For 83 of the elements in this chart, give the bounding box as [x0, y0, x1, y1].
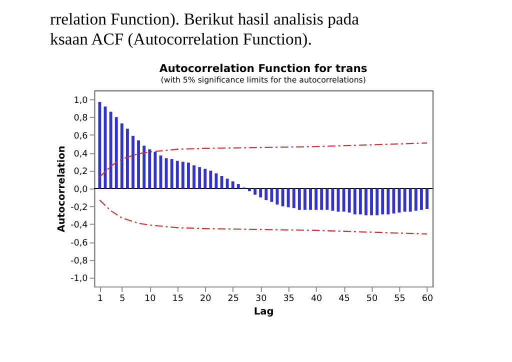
bar	[137, 140, 140, 188]
bar	[420, 188, 423, 210]
text: ksaan ACF (Autocorrelation Function).	[50, 29, 312, 48]
bar	[259, 188, 262, 198]
line-series	[99, 199, 428, 235]
chart-title: Autocorrelation Function for trans	[159, 62, 368, 75]
x-tick-label: 30	[255, 294, 268, 304]
bar	[381, 188, 384, 214]
x-tick-label: 5	[120, 294, 126, 304]
x-tick-label: 25	[228, 294, 239, 304]
y-tick-label: 0,8	[74, 114, 88, 124]
y-axis-title: Autocorrelation	[56, 146, 68, 232]
bar	[348, 188, 351, 213]
y-tick-label: -1,0	[70, 274, 88, 284]
bar	[426, 188, 428, 209]
bar	[342, 188, 346, 212]
y-tick-label: -0,6	[70, 238, 88, 248]
bar	[403, 188, 406, 212]
chart-subtitle: (with 5% significance limits for the autocorrelations)	[160, 76, 366, 85]
x-tick-label: 20	[200, 294, 212, 304]
y-tick-label: 0,6	[74, 131, 88, 142]
x-tick-label: 35	[283, 294, 294, 304]
bar	[370, 188, 373, 216]
bar	[309, 188, 312, 210]
bar	[264, 188, 268, 200]
line-series	[99, 142, 428, 178]
y-tick-label: -0,8	[70, 256, 88, 266]
x-tick-label: 45	[338, 294, 350, 304]
bar	[303, 188, 306, 210]
y-tick-label: 1,0	[74, 96, 88, 106]
bar	[298, 188, 301, 210]
bar	[114, 117, 118, 188]
text: rrelation Function). Berikut hasil analisis pada	[50, 10, 360, 29]
x-tick-label: 1	[97, 294, 104, 304]
bar	[126, 128, 129, 188]
bar	[353, 188, 356, 214]
bar	[204, 168, 207, 188]
bar	[408, 188, 412, 212]
x-tick-label: 60	[422, 294, 434, 304]
bar	[376, 188, 379, 216]
bar	[320, 188, 324, 210]
bar	[331, 188, 334, 211]
bar	[254, 188, 257, 195]
y-tick-label: 0,2	[74, 167, 88, 178]
bar	[386, 188, 390, 214]
bar	[364, 188, 368, 216]
bar	[176, 160, 179, 188]
bar	[109, 112, 112, 188]
bar	[231, 181, 234, 188]
bar	[192, 165, 196, 188]
bar	[314, 188, 318, 210]
bar	[181, 162, 184, 188]
bar	[142, 146, 146, 188]
y-tick-label: -0,4	[70, 220, 88, 231]
bar	[148, 149, 152, 188]
x-tick-label: 10	[144, 294, 156, 304]
x-axis-title: Lag	[254, 306, 274, 318]
bar	[170, 159, 174, 188]
bar	[286, 188, 290, 208]
bar	[214, 173, 218, 188]
bar	[248, 188, 251, 192]
bar	[414, 188, 418, 211]
bar	[392, 188, 396, 214]
y-tick-label: 0,0	[74, 184, 88, 195]
y-tick-label: 0,4	[74, 149, 88, 160]
bar	[198, 167, 202, 188]
bar	[186, 162, 190, 188]
bar	[358, 188, 362, 214]
bar	[98, 102, 102, 188]
bar	[236, 184, 240, 188]
x-tick-label: 50	[366, 294, 378, 304]
bar	[120, 123, 124, 188]
bar	[209, 170, 212, 188]
bar	[132, 136, 134, 188]
bar	[326, 188, 329, 210]
bar	[292, 188, 296, 208]
x-tick-label: 55	[394, 294, 406, 304]
x-tick-label: 15	[172, 294, 184, 304]
x-tick-label: 40	[310, 294, 323, 304]
bar	[270, 188, 274, 202]
bar	[154, 152, 157, 188]
y-tick-label: -0,2	[70, 202, 88, 213]
bar	[226, 178, 229, 188]
